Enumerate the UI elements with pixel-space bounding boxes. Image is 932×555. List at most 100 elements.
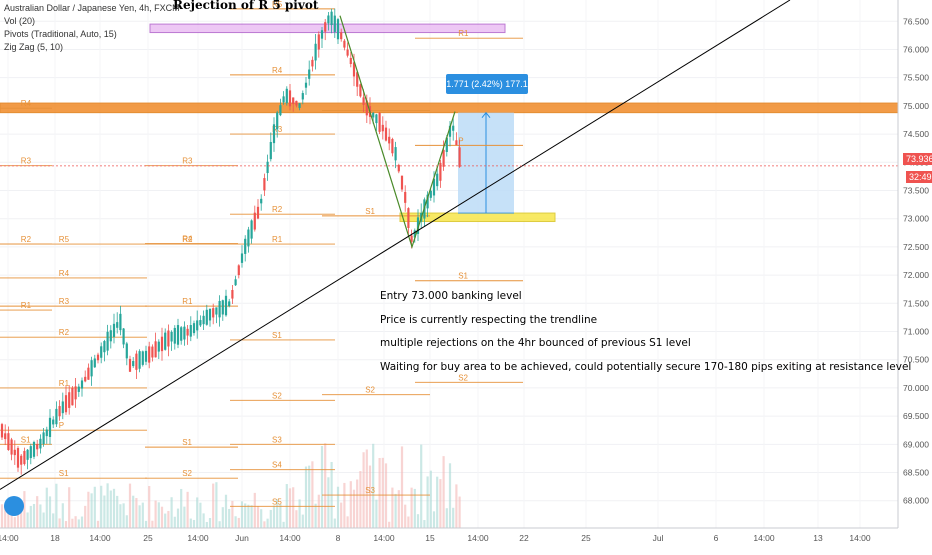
- volume-bar: [52, 513, 55, 528]
- candle-body: [141, 351, 144, 365]
- legend-pivots[interactable]: Pivots (Traditional, Auto, 15): [4, 29, 117, 39]
- x-tick-label: Jun: [235, 533, 249, 543]
- candle-body: [100, 346, 103, 358]
- y-tick-label: 72.000: [903, 270, 929, 280]
- volume-bar: [157, 502, 160, 528]
- volume-bar: [186, 491, 189, 528]
- candle-body: [68, 392, 71, 408]
- legend-vol[interactable]: Vol (20): [4, 16, 36, 26]
- candle-body: [196, 320, 199, 331]
- candle-body: [48, 417, 52, 437]
- candle-body: [23, 450, 26, 465]
- volume-bar: [77, 519, 80, 528]
- candle-body: [71, 387, 74, 406]
- support-zone: [399, 212, 556, 223]
- candle-body: [372, 112, 375, 118]
- measure-label[interactable]: 1.771 (2.42%) 177.1: [446, 74, 528, 94]
- volume-bar: [122, 503, 125, 528]
- candle-body: [295, 100, 298, 106]
- volume-bar: [458, 496, 461, 528]
- legend-symbol[interactable]: Australian Dollar / Japanese Yen, 4h, FX…: [4, 3, 180, 13]
- candle-body: [445, 137, 448, 152]
- candle-body: [84, 376, 87, 382]
- volume-bar: [84, 505, 87, 528]
- candle-body: [407, 208, 410, 228]
- volume-bar: [359, 471, 362, 528]
- volume-bar: [202, 513, 205, 528]
- candle-body: [314, 43, 317, 61]
- y-tick-label: 71.000: [903, 327, 929, 337]
- volume-bar: [4, 505, 7, 528]
- volume-bar: [276, 499, 279, 528]
- x-tick-label: 14:00: [89, 533, 111, 543]
- volume-bar: [442, 456, 445, 528]
- volume-bar: [372, 443, 375, 528]
- volume-bar: [192, 519, 196, 528]
- volume-bar: [263, 521, 266, 528]
- volume-bar: [173, 516, 176, 528]
- candle-body: [199, 320, 202, 326]
- pivot-label: R3: [59, 297, 70, 306]
- candle-body: [458, 147, 461, 167]
- volume-bar: [106, 483, 109, 528]
- pivot-label: R4: [182, 235, 193, 244]
- volume-bar: [36, 496, 39, 528]
- pivot-label: S3: [365, 486, 375, 495]
- volume-bar: [125, 515, 128, 528]
- x-tick-label: 14:00: [0, 533, 19, 543]
- candle-body: [240, 253, 244, 263]
- candle-body: [250, 220, 253, 239]
- volume-bar: [320, 446, 324, 528]
- candle-body: [173, 327, 176, 344]
- volume-bar: [343, 482, 346, 528]
- candle-body: [208, 308, 212, 321]
- x-tick-label: 25: [143, 533, 153, 543]
- x-tick-label: 14:00: [187, 533, 209, 543]
- x-tick-label: 14:00: [279, 533, 301, 543]
- candle-body: [218, 300, 221, 318]
- volume-bar: [362, 452, 365, 528]
- candle-body: [186, 328, 189, 336]
- candle-body: [455, 140, 458, 146]
- volume-bar: [93, 486, 96, 528]
- trendline: [0, 0, 791, 490]
- pivot-label: S2: [182, 469, 192, 478]
- volume-bar: [138, 505, 141, 528]
- candle-body: [375, 114, 378, 124]
- volume-bar: [0, 504, 4, 528]
- volume-bar: [426, 476, 429, 528]
- candle-body: [397, 164, 400, 172]
- candle-body: [106, 331, 109, 351]
- candle-body: [442, 149, 445, 167]
- y-tick-label: 75.000: [903, 101, 929, 111]
- candle-body: [256, 206, 260, 219]
- volume-bar: [128, 483, 132, 528]
- candle-body: [263, 178, 266, 191]
- volume-bar: [26, 512, 29, 528]
- volume-bar: [282, 521, 285, 528]
- candle-body: [77, 386, 80, 392]
- volume-bar: [116, 495, 119, 528]
- legend-zigzag[interactable]: Zig Zag (5, 10): [4, 42, 64, 52]
- volume-bar: [336, 486, 340, 528]
- candle-body: [132, 361, 135, 367]
- volume-bar: [64, 521, 68, 528]
- x-tick-label: 13: [813, 533, 823, 543]
- candle-body: [192, 323, 196, 334]
- volume-bar: [250, 505, 253, 528]
- candle-body: [378, 112, 381, 132]
- volume-bar: [423, 520, 426, 528]
- candle-body: [324, 22, 327, 32]
- candle-body: [224, 295, 228, 316]
- volume-bar: [176, 508, 180, 528]
- volume-bar: [148, 485, 151, 528]
- volume-bar: [224, 494, 228, 528]
- candle-body: [272, 124, 276, 144]
- candle-body: [215, 307, 218, 315]
- y-tick-label: 70.500: [903, 355, 929, 365]
- tradingview-logo-icon[interactable]: [4, 496, 24, 516]
- candle-body: [90, 360, 93, 377]
- volume-bar: [160, 506, 164, 528]
